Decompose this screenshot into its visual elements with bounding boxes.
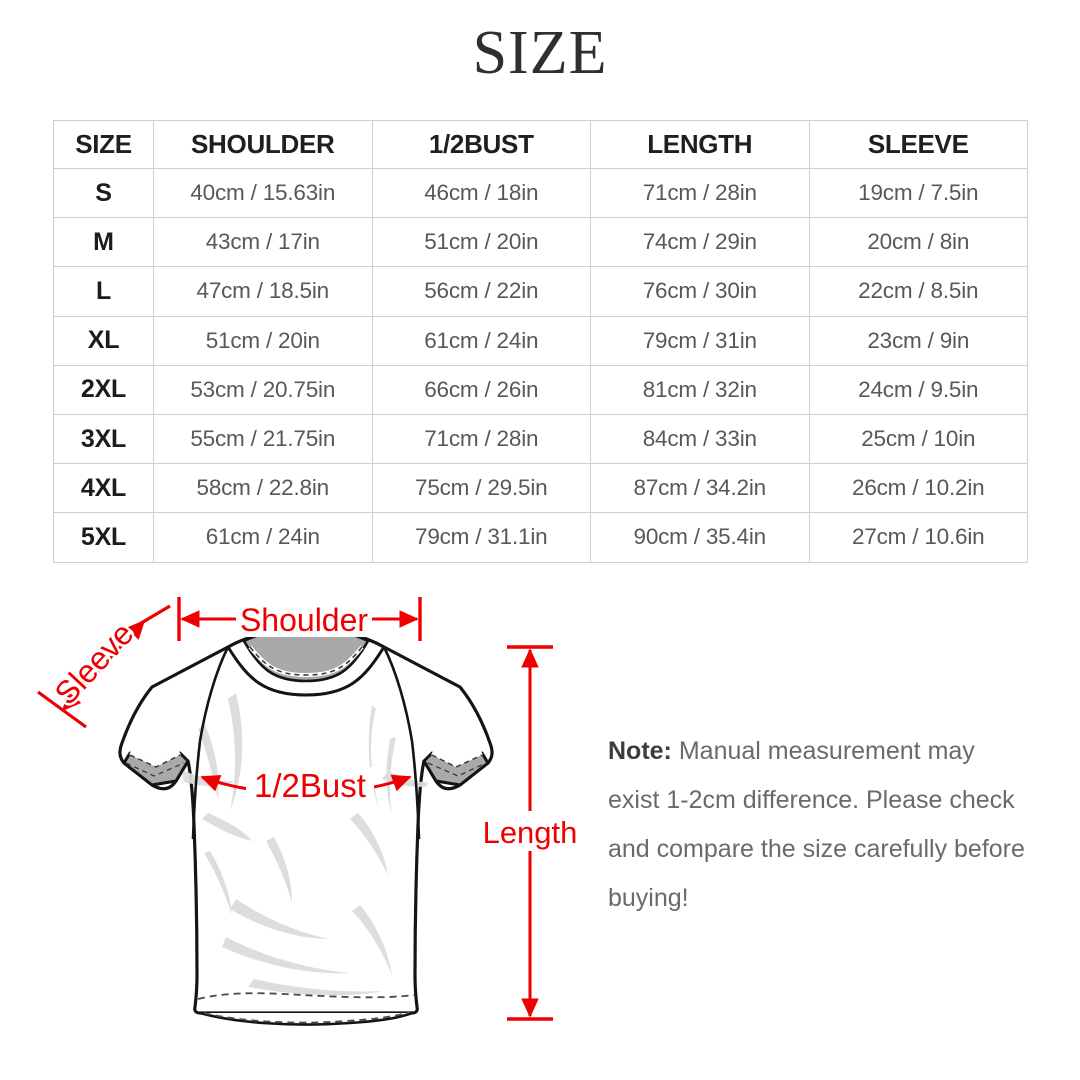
cell-size: 3XL xyxy=(53,413,154,465)
column-header-sleeve: SLEEVE xyxy=(808,120,1028,169)
cell-shoulder: 51cm / 20in xyxy=(153,315,373,366)
sleeve-cuff-right-stitching xyxy=(431,751,483,767)
note-text: Manual measurement may exist 1-2cm diffe… xyxy=(608,737,1025,912)
cell-shoulder: 47cm / 18.5in xyxy=(153,266,373,317)
cell-bust: 61cm / 24in xyxy=(371,315,591,366)
column-header-shoulder: SHOULDER xyxy=(153,120,373,169)
table-body: S 40cm / 15.63in 46cm / 18in 71cm / 28in… xyxy=(53,167,1028,563)
length-measurement: Length xyxy=(482,645,578,1021)
sleeve-arrow-line xyxy=(61,619,146,712)
cell-length: 87cm / 34.2in xyxy=(590,463,810,514)
cell-sleeve: 22cm / 8.5in xyxy=(808,266,1028,317)
shoulder-measurement: Shoulder xyxy=(177,597,422,641)
sleeve-cuff-right-stitch-dashes xyxy=(431,754,483,768)
table-header: SIZE SHOULDER 1/2BUST LENGTH SLEEVE xyxy=(53,120,1028,169)
cell-size: M xyxy=(53,217,154,268)
length-label: Length xyxy=(483,815,578,850)
cell-length: 79cm / 31in xyxy=(590,315,810,366)
column-header-size: SIZE xyxy=(53,120,154,169)
cell-length: 81cm / 32in xyxy=(590,364,810,415)
hem-stitch-line-lower xyxy=(203,1011,411,1024)
armhole-seam-left xyxy=(191,740,202,840)
sleeve-cuff-left-stitch-dashes-2 xyxy=(125,762,185,777)
cell-length: 74cm / 29in xyxy=(590,217,810,268)
measurement-annotations: Shoulder Sleeve 1/2Bust Length xyxy=(37,597,578,1021)
cell-size: S xyxy=(53,167,154,219)
cell-shoulder: 40cm / 15.63in xyxy=(153,167,373,219)
cell-shoulder: 53cm / 20.75in xyxy=(153,364,373,415)
hem-stitch-line-upper xyxy=(197,992,415,1000)
shoulder-label: Shoulder xyxy=(240,602,368,638)
cell-bust: 75cm / 29.5in xyxy=(371,463,591,514)
cell-bust: 66cm / 26in xyxy=(371,364,591,415)
cell-bust: 51cm / 20in xyxy=(371,217,591,268)
bust-label: 1/2Bust xyxy=(254,767,366,804)
table-row: 2XL 53cm / 20.75in 66cm / 26in 81cm / 32… xyxy=(53,364,1028,415)
shoulder-seam-right xyxy=(382,646,414,742)
sleeve-label: Sleeve xyxy=(47,615,140,711)
cell-sleeve: 25cm / 10in xyxy=(808,413,1028,465)
cell-sleeve: 26cm / 10.2in xyxy=(808,463,1028,514)
measurement-diagram: Shoulder Sleeve 1/2Bust Length Note: Man… xyxy=(0,575,1080,1080)
cell-length: 76cm / 30in xyxy=(590,266,810,317)
cell-size: 2XL xyxy=(53,364,154,415)
note-label: Note: xyxy=(608,737,672,765)
sleeve-cuff-left-stitch-dashes xyxy=(129,754,181,768)
bust-label-bg xyxy=(246,767,374,805)
bust-measurement: 1/2Bust xyxy=(200,767,412,805)
cell-shoulder: 43cm / 17in xyxy=(153,217,373,268)
size-chart-table: SIZE SHOULDER 1/2BUST LENGTH SLEEVE S 40… xyxy=(53,120,1028,563)
shoulder-label-bg xyxy=(236,601,372,637)
cell-shoulder: 55cm / 21.75in xyxy=(153,413,373,465)
cell-shoulder: 61cm / 24in xyxy=(153,512,373,563)
table-row: S 40cm / 15.63in 46cm / 18in 71cm / 28in… xyxy=(53,167,1028,219)
collar-stitch-dashes xyxy=(249,646,363,676)
collar-outline xyxy=(226,646,386,697)
sleeve-cuff-left-stitching xyxy=(129,751,181,767)
cell-bust: 56cm / 22in xyxy=(371,266,591,317)
cell-length: 90cm / 35.4in xyxy=(590,512,810,563)
cell-shoulder: 58cm / 22.8in xyxy=(153,463,373,514)
cell-size: 5XL xyxy=(53,512,154,563)
page-title: SIZE xyxy=(472,19,608,87)
shoulder-seam-left xyxy=(198,646,230,742)
cell-length: 84cm / 33in xyxy=(590,413,810,465)
cell-sleeve: 24cm / 9.5in xyxy=(808,364,1028,415)
hem-bottom-edge xyxy=(199,1011,413,1026)
cell-sleeve: 20cm / 8in xyxy=(808,217,1028,268)
table-row: M 43cm / 17in 51cm / 20in 74cm / 29in 20… xyxy=(53,217,1028,268)
measurement-note: Note: Manual measurement may exist 1-2cm… xyxy=(608,727,1028,923)
cell-sleeve: 19cm / 7.5in xyxy=(808,167,1028,219)
cell-bust: 79cm / 31.1in xyxy=(371,512,591,563)
table-header-row: SIZE SHOULDER 1/2BUST LENGTH SLEEVE xyxy=(53,120,1028,169)
cell-size: XL xyxy=(53,315,154,366)
cell-size: L xyxy=(53,266,154,317)
table-row: 3XL 55cm / 21.75in 71cm / 28in 84cm / 33… xyxy=(53,413,1028,465)
length-label-bg xyxy=(482,811,578,851)
table-row: L 47cm / 18.5in 56cm / 22in 76cm / 30in … xyxy=(53,266,1028,317)
size-chart-table-container: SIZE SHOULDER 1/2BUST LENGTH SLEEVE S 40… xyxy=(53,120,1028,563)
cell-length: 71cm / 28in xyxy=(590,167,810,219)
cell-bust: 46cm / 18in xyxy=(371,167,591,219)
sleeve-measurement: Sleeve xyxy=(37,604,171,729)
armhole-seam-right xyxy=(410,740,421,840)
table-row: 4XL 58cm / 22.8in 75cm / 29.5in 87cm / 3… xyxy=(53,463,1028,514)
table-row: XL 51cm / 20in 61cm / 24in 79cm / 31in 2… xyxy=(53,315,1028,366)
cell-sleeve: 23cm / 9in xyxy=(808,315,1028,366)
cell-size: 4XL xyxy=(53,463,154,514)
sleeve-cuff-right-stitch-dashes-2 xyxy=(427,762,487,777)
column-header-bust: 1/2BUST xyxy=(371,120,591,169)
table-row: 5XL 61cm / 24in 79cm / 31.1in 90cm / 35.… xyxy=(53,512,1028,563)
cell-bust: 71cm / 28in xyxy=(371,413,591,465)
tshirt-body-outline xyxy=(118,629,494,1015)
column-header-length: LENGTH xyxy=(590,120,810,169)
cell-sleeve: 27cm / 10.6in xyxy=(808,512,1028,563)
